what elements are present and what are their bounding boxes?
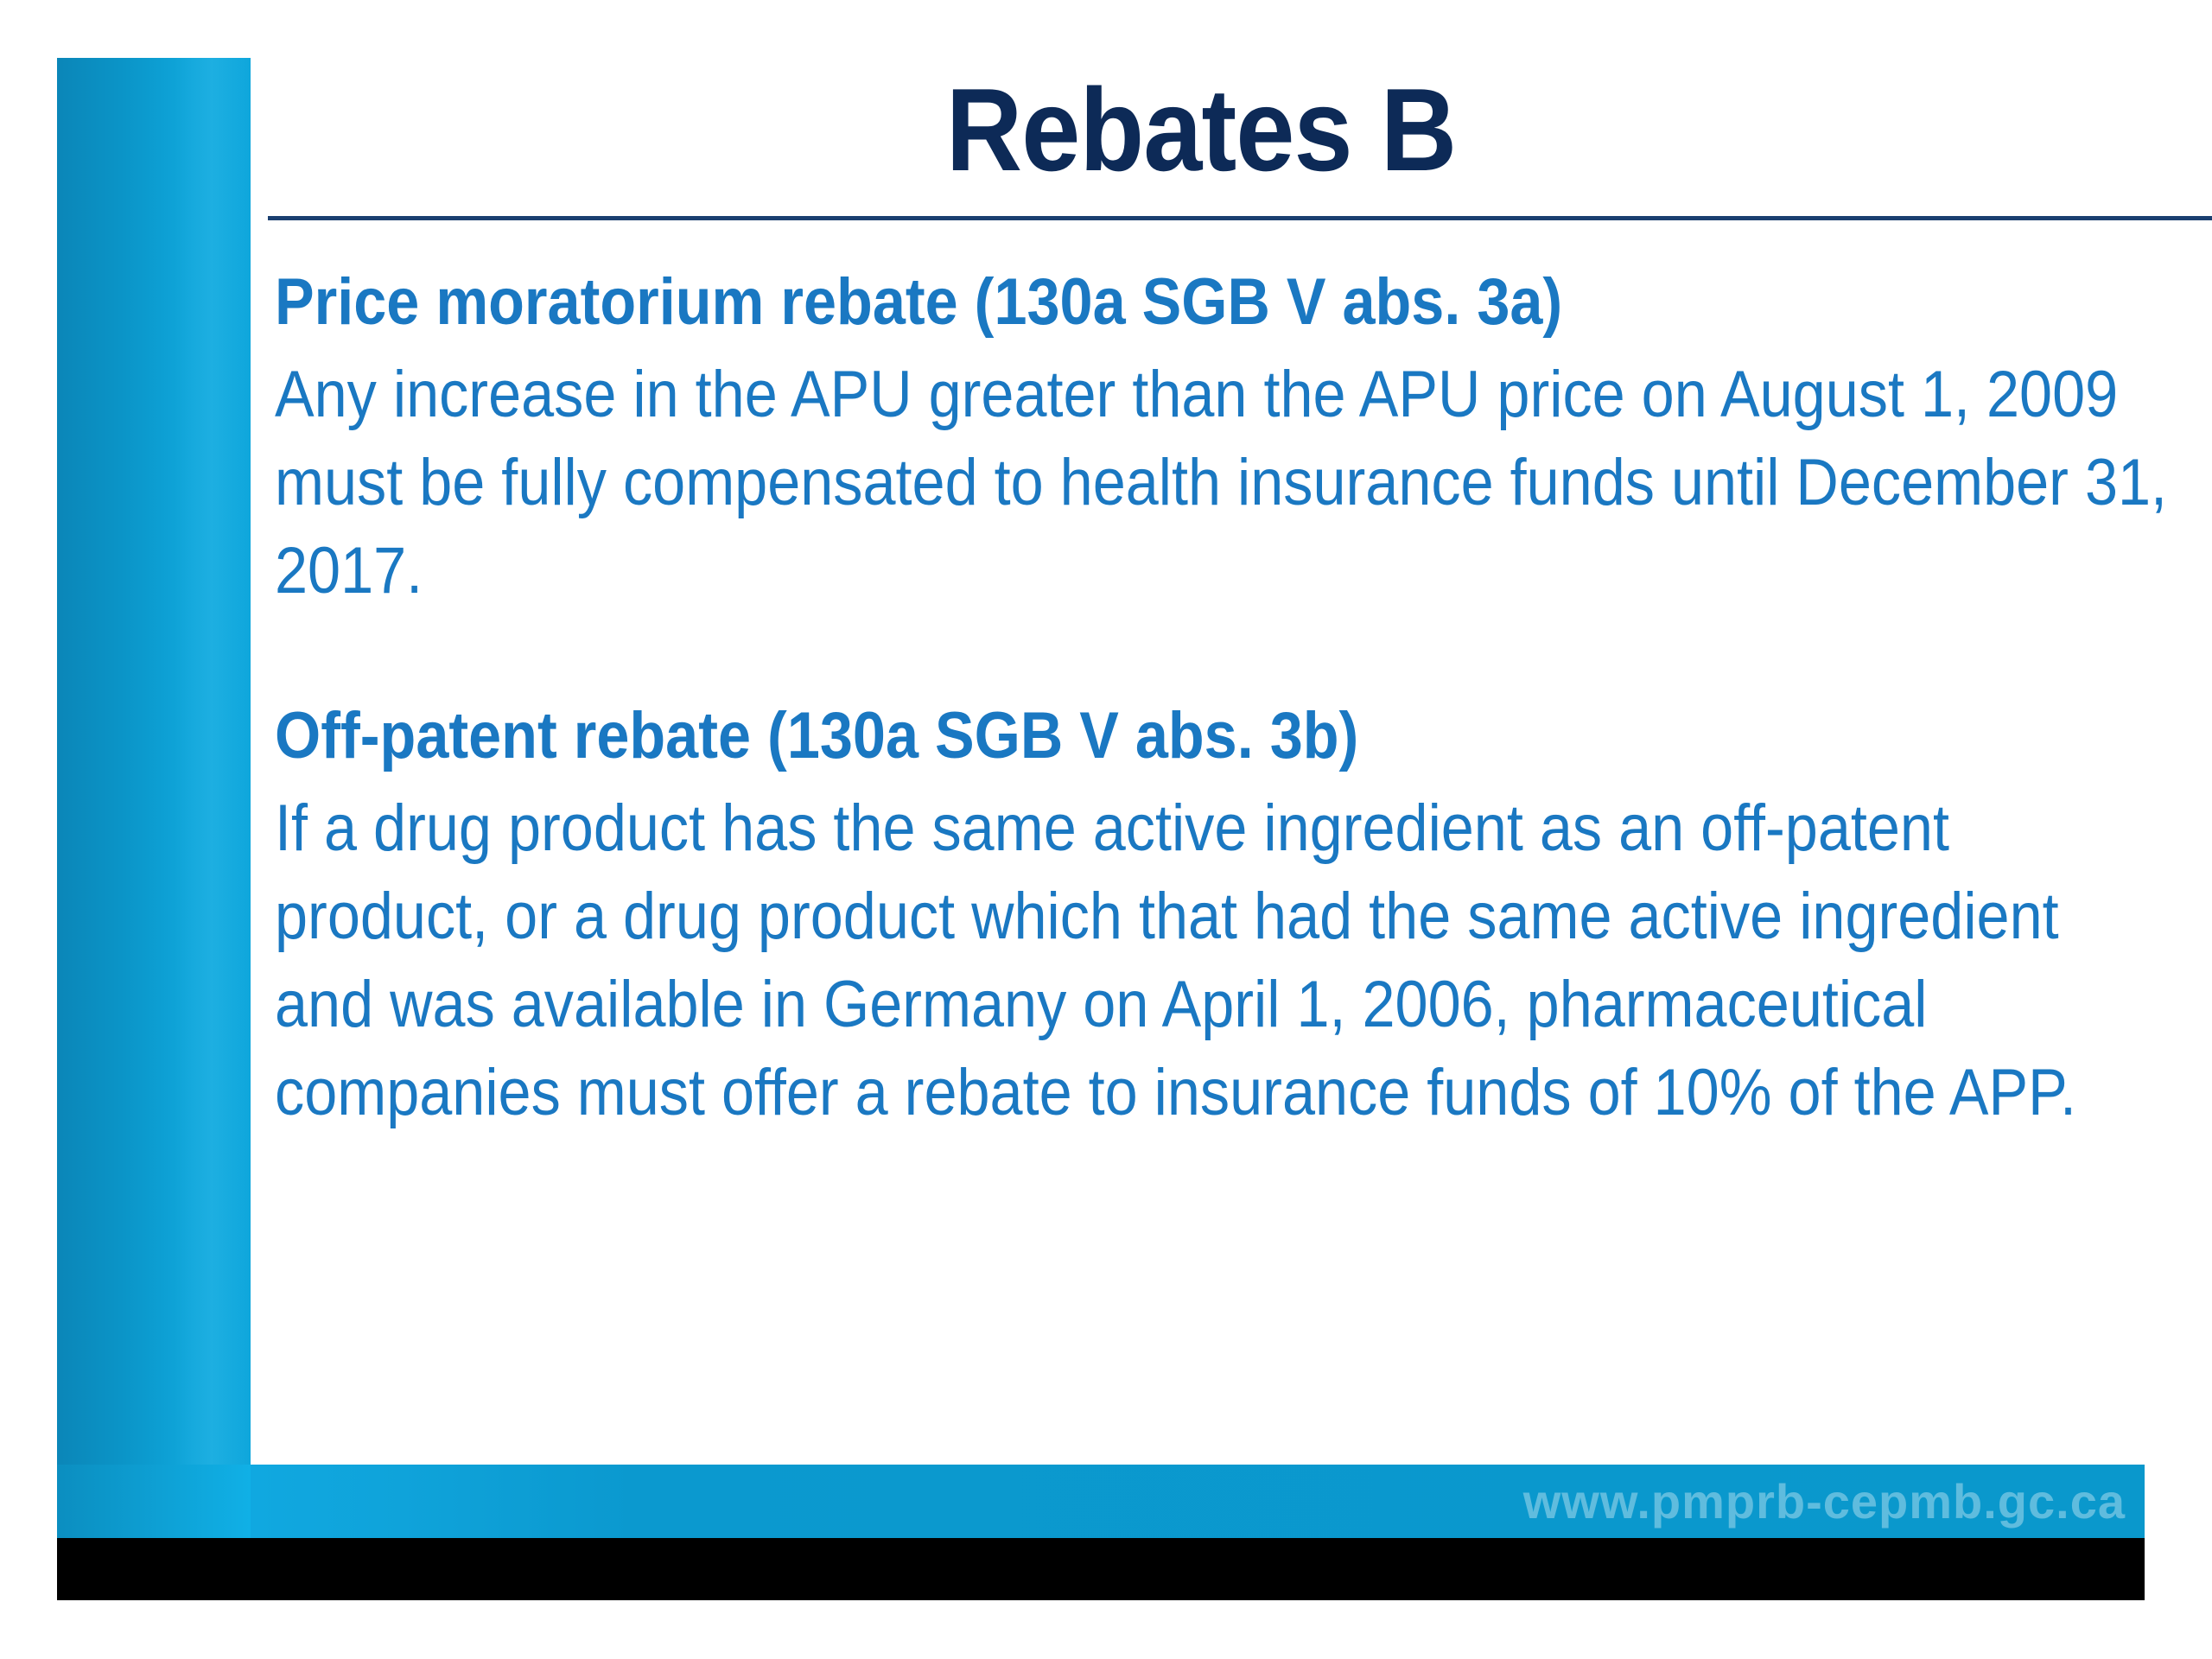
section-body-price-moratorium: Any increase in the APU greater than the…	[275, 358, 2168, 607]
left-accent-bar	[57, 58, 251, 1540]
left-accent-bar-shade	[173, 58, 251, 1540]
bottom-black-bar	[57, 1538, 2145, 1600]
footer-band	[251, 1465, 2145, 1538]
footer-url: www.pmprb-cepmb.gc.ca	[1522, 1474, 2126, 1529]
slide-title: Rebates B	[945, 64, 1457, 195]
section-heading-off-patent: Off-patent rebate (130a SGB V abs. 3b)	[275, 699, 1359, 772]
title-divider	[268, 216, 2212, 220]
section-spacer	[275, 615, 2176, 693]
section-body-off-patent: If a drug product has the same active in…	[275, 791, 2076, 1129]
footer-band-left	[57, 1465, 251, 1538]
slide-content: Price moratorium rebate (130a SGB V abs.…	[275, 259, 2176, 1137]
section-heading-price-moratorium: Price moratorium rebate (130a SGB V abs.…	[275, 265, 1563, 339]
